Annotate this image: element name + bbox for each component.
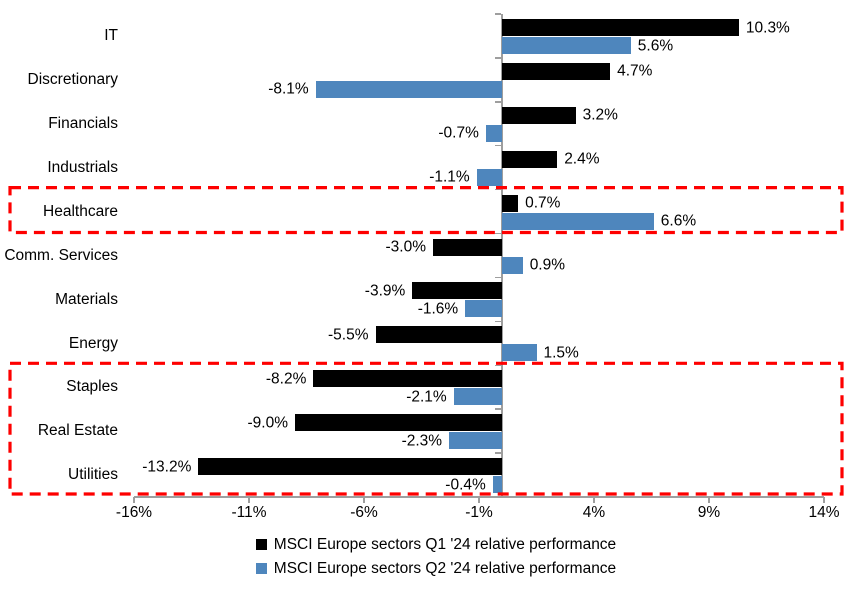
- value-label-q2-utilities: -0.4%: [445, 475, 486, 493]
- y-axis-tick: [494, 101, 501, 103]
- x-tick-label: -6%: [350, 504, 378, 521]
- category-label-it: IT: [104, 27, 118, 45]
- x-axis-tick: [363, 497, 365, 503]
- bar-q2-utilities: [492, 476, 502, 494]
- value-label-q1-energy: -5.5%: [328, 326, 369, 344]
- value-label-q1-real-estate: -9.0%: [247, 413, 289, 431]
- value-label-q1-comm-services: -3.0%: [385, 238, 427, 256]
- x-tick-label: -1%: [465, 504, 493, 521]
- category-label-energy: Energy: [68, 334, 118, 352]
- y-axis-tick: [494, 276, 501, 279]
- x-axis-tick: [133, 497, 135, 503]
- y-axis-tick: [494, 320, 501, 323]
- x-axis-tick: [248, 497, 250, 503]
- category-label-industrials: Industrials: [47, 158, 118, 176]
- bar-q1-industrials: [502, 150, 558, 168]
- y-axis-tick: [494, 57, 501, 59]
- legend-swatch-q2-icon: [255, 562, 267, 574]
- bar-q2-healthcare: [502, 212, 654, 230]
- x-axis-tick: [478, 497, 480, 503]
- x-tick-label: -16%: [115, 504, 153, 521]
- legend-swatch-q1-icon: [255, 539, 267, 551]
- value-label-q1-staples: -8.2%: [265, 370, 307, 388]
- value-label-q1-it: 10.3%: [745, 18, 790, 36]
- value-label-q2-financials: -0.7%: [438, 124, 479, 142]
- x-axis-tick: [708, 497, 710, 503]
- legend-label-q1: MSCI Europe sectors Q1 '24 relative perf…: [273, 536, 617, 553]
- value-label-q2-industrials: -1.1%: [429, 168, 470, 186]
- bar-q2-industrials: [476, 168, 502, 186]
- x-tick-label: 9%: [697, 504, 721, 521]
- value-label-q1-utilities: -13.2%: [142, 457, 192, 475]
- bar-q1-financials: [502, 106, 576, 124]
- x-axis-tick: [823, 497, 825, 503]
- value-label-q1-discretionary: 4.7%: [617, 62, 653, 80]
- bar-q1-staples: [313, 370, 502, 388]
- bar-q1-discretionary: [502, 62, 611, 80]
- y-axis-tick: [494, 364, 501, 367]
- bar-q1-real-estate: [295, 414, 502, 432]
- category-label-discretionary: Discretionary: [27, 71, 118, 89]
- y-axis-tick: [494, 232, 501, 235]
- value-label-q1-materials: -3.9%: [364, 282, 406, 300]
- bar-q1-utilities: [198, 458, 502, 476]
- x-tick-label: 4%: [582, 504, 606, 521]
- value-label-q2-materials: -1.6%: [417, 300, 459, 318]
- y-axis-tick: [494, 452, 501, 454]
- bar-q2-financials: [485, 124, 502, 142]
- category-label-healthcare: Healthcare: [43, 202, 118, 220]
- bar-q2-materials: [465, 300, 502, 318]
- category-label-financials: Financials: [48, 115, 118, 133]
- y-axis-tick: [494, 408, 501, 410]
- bar-q1-energy: [375, 326, 502, 344]
- value-label-q2-energy: 1.5%: [543, 344, 579, 362]
- x-tick-label: -11%: [231, 504, 267, 521]
- bar-q2-staples: [453, 388, 502, 406]
- value-label-q2-staples: -2.1%: [406, 388, 447, 406]
- legend-label-q2: MSCI Europe sectors Q2 '24 relative perf…: [273, 559, 617, 577]
- value-label-q2-healthcare: 6.6%: [660, 212, 697, 230]
- bar-q2-real-estate: [449, 432, 502, 450]
- y-axis-tick: [494, 13, 501, 15]
- bar-q2-comm-services: [502, 256, 523, 274]
- value-label-q2-discretionary: -8.1%: [268, 80, 309, 98]
- value-label-q2-it: 5.6%: [637, 36, 674, 54]
- bar-q1-healthcare: [502, 194, 519, 212]
- y-axis-tick: [494, 144, 501, 147]
- bar-q1-materials: [412, 282, 502, 300]
- value-label-q2-comm-services: 0.9%: [529, 256, 566, 274]
- value-label-q1-healthcare: 0.7%: [525, 194, 561, 212]
- x-axis-tick: [593, 497, 595, 503]
- category-label-utilities: Utilities: [68, 466, 118, 484]
- y-axis-tick: [494, 188, 501, 191]
- category-label-materials: Materials: [55, 290, 118, 308]
- legend: MSCI Europe sectors Q1 '24 relative perf…: [0, 537, 852, 576]
- bar-q2-it: [502, 37, 631, 54]
- value-label-q1-industrials: 2.4%: [564, 150, 600, 168]
- category-label-comm-services: Comm. Services: [4, 246, 118, 264]
- bar-q1-it: [502, 19, 739, 36]
- bar-q2-energy: [502, 344, 537, 362]
- x-tick-label: 14%: [808, 504, 840, 521]
- category-label-real-estate: Real Estate: [37, 422, 118, 440]
- value-label-q2-real-estate: -2.3%: [401, 431, 443, 449]
- bar-q1-comm-services: [433, 238, 502, 256]
- legend-item-q2: MSCI Europe sectors Q2 '24 relative perf…: [255, 559, 617, 577]
- legend-item-q1: MSCI Europe sectors Q1 '24 relative perf…: [255, 536, 617, 553]
- bar-q2-discretionary: [315, 80, 502, 98]
- value-label-q1-financials: 3.2%: [582, 106, 618, 124]
- category-label-staples: Staples: [66, 378, 118, 396]
